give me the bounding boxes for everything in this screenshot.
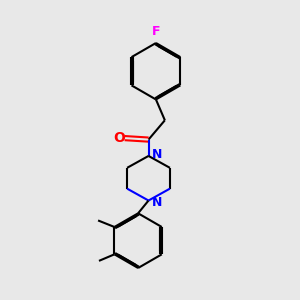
- Text: F: F: [152, 25, 160, 38]
- Text: N: N: [152, 196, 163, 208]
- Text: N: N: [152, 148, 163, 161]
- Text: O: O: [113, 131, 125, 145]
